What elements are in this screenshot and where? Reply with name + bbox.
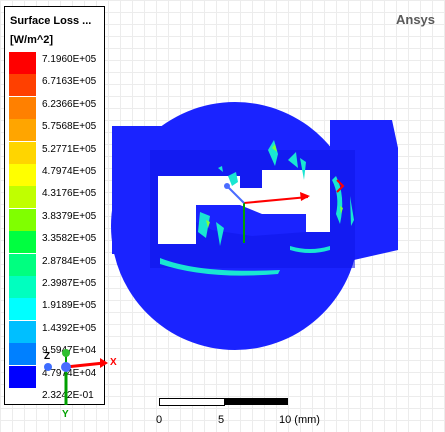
legend-swatch bbox=[9, 208, 36, 231]
legend-swatch bbox=[9, 253, 36, 276]
csys-x-axis bbox=[243, 196, 309, 204]
legend-swatch bbox=[9, 141, 36, 164]
legend-value-label: 3.8379E+05 bbox=[42, 210, 97, 222]
scale-bar: 0 5 10 (mm) bbox=[150, 392, 445, 432]
legend-swatch bbox=[9, 164, 36, 186]
legend-value-label: 3.3582E+05 bbox=[42, 233, 97, 245]
legend-value-label: 6.2366E+05 bbox=[42, 98, 97, 110]
scale-tick-5: 5 bbox=[218, 414, 225, 426]
hotspot-top-center bbox=[218, 166, 238, 186]
legend-swatch bbox=[9, 74, 36, 97]
triad-graphic bbox=[44, 349, 108, 405]
legend-swatch bbox=[9, 231, 36, 254]
legend-swatch bbox=[9, 52, 36, 74]
triad-origin bbox=[61, 362, 71, 372]
legend-value-label: 7.1960E+05 bbox=[42, 54, 97, 65]
hotspot-left-lower bbox=[198, 212, 224, 246]
legend-value-label: 2.8784E+05 bbox=[42, 255, 97, 267]
triad-x-axis bbox=[65, 361, 105, 369]
legend-panel[interactable]: Surface Loss ... [W/m^2] 7.1960E+05 6.716… bbox=[4, 6, 105, 405]
scale-bar-segment-white bbox=[159, 398, 225, 406]
legend-value-label: 2.3987E+05 bbox=[42, 278, 97, 289]
legend-swatch bbox=[9, 119, 36, 142]
csys-origin bbox=[224, 183, 230, 189]
scale-tick-10: 10 (mm) bbox=[279, 414, 320, 426]
scale-bar-segment-black bbox=[224, 398, 288, 405]
legend-swatch bbox=[9, 298, 36, 321]
triad-y-label: Y bbox=[62, 409, 69, 420]
legend-value-label: 2.3242E-01 bbox=[42, 390, 94, 401]
legend-swatch bbox=[9, 343, 36, 366]
triad-z-label: Z bbox=[44, 351, 51, 362]
legend-value-label: 4.7974E+04 bbox=[42, 367, 97, 379]
legend-value-label: 4.3176E+05 bbox=[42, 188, 97, 200]
legend-value-label: 5.7568E+05 bbox=[42, 121, 97, 133]
triad-pos-z bbox=[62, 349, 70, 357]
scale-tick-0: 0 bbox=[156, 414, 163, 426]
legend-swatch bbox=[9, 365, 36, 388]
model-slot-left bbox=[158, 176, 240, 244]
legend-swatch bbox=[9, 96, 36, 119]
csys-x-arrow bbox=[300, 192, 310, 201]
legend-value-label: 5.2771E+05 bbox=[42, 143, 97, 155]
triad-x-label: X bbox=[110, 357, 117, 368]
hotspot-bottom-arc bbox=[160, 246, 330, 276]
triad-neg-x bbox=[44, 363, 52, 371]
hotspot-top-right bbox=[268, 140, 306, 180]
hotspot-right-edge bbox=[332, 176, 354, 226]
legend-value-label: 1.9189E+05 bbox=[42, 300, 97, 312]
legend-value-label: 1.4392E+05 bbox=[42, 322, 97, 334]
marker-chevron bbox=[336, 179, 345, 193]
legend-unit: [W/m^2] bbox=[10, 34, 54, 46]
triad-x-arrow bbox=[100, 358, 108, 368]
brand-label: Ansys bbox=[396, 12, 436, 27]
legend-swatch bbox=[9, 320, 36, 343]
axis-triad[interactable]: X Y Z bbox=[34, 343, 124, 423]
model-slot-right bbox=[262, 170, 330, 232]
legend-swatch bbox=[9, 276, 36, 298]
legend-title: Surface Loss ... bbox=[10, 15, 92, 27]
legend-value-label: 6.7163E+05 bbox=[42, 76, 97, 88]
legend-swatch bbox=[9, 186, 36, 209]
legend-value-label: 4.7974E+05 bbox=[42, 166, 97, 177]
